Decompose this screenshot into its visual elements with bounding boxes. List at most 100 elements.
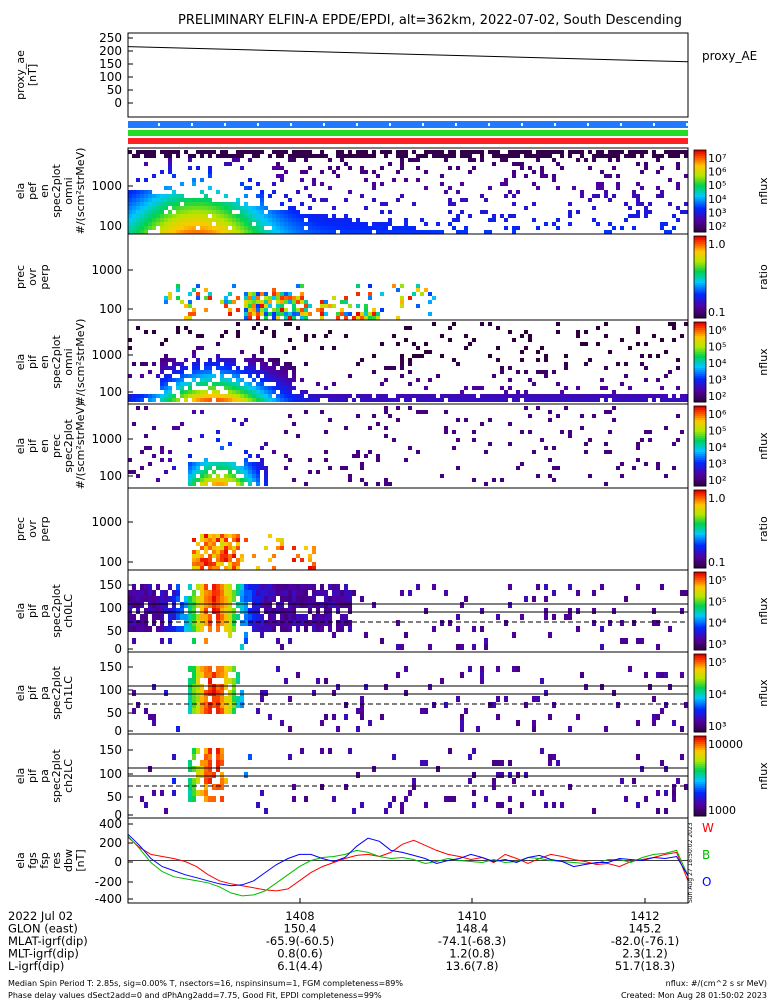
spectrogram-cell — [172, 222, 176, 226]
spectrogram-cell — [188, 474, 192, 478]
spectrogram-cell — [252, 312, 256, 316]
spectrogram-cell — [256, 304, 260, 308]
spectrogram-cell — [308, 458, 312, 462]
spectrogram-cell — [512, 170, 516, 174]
spectrogram-cell — [648, 430, 652, 434]
spectrogram-cell — [460, 150, 464, 154]
spectrogram-cell — [260, 584, 264, 590]
spectrogram-cell — [248, 206, 252, 210]
spectrogram-cell — [628, 666, 632, 672]
spectrogram-cell — [324, 230, 328, 234]
spectrogram-cell — [192, 638, 196, 644]
colorbar-segment — [694, 330, 706, 333]
spectrogram-cell — [384, 154, 388, 158]
spectrogram-cell — [176, 608, 180, 614]
spectrogram-cell — [212, 382, 216, 386]
spectrogram-cell — [500, 182, 504, 186]
spectrogram-cell — [356, 150, 360, 154]
spectrogram-cell — [252, 230, 256, 234]
spectrogram-cell — [144, 620, 148, 626]
spectrogram-cell — [232, 382, 236, 386]
spectrogram-cell — [544, 398, 548, 402]
colorbar-segment — [694, 770, 706, 773]
spectrogram-cell — [196, 554, 200, 558]
spectrogram-cell — [280, 590, 284, 596]
spectrogram-cell — [512, 194, 516, 198]
spectrogram-cell — [204, 378, 208, 382]
spectrogram-cell — [324, 678, 328, 684]
spectrogram-cell — [164, 394, 168, 398]
spectrogram-cell — [344, 466, 348, 470]
spectrogram-cell — [204, 766, 208, 772]
spectrogram-cell — [216, 354, 220, 358]
colorbar-segment — [694, 324, 706, 327]
spectrogram-cell — [152, 362, 156, 366]
spectrogram-cell — [264, 292, 268, 296]
spectrogram-cell — [172, 214, 176, 218]
spectrogram-cell — [304, 300, 308, 304]
spectrogram-cell — [204, 230, 208, 234]
spectrogram-cell — [200, 596, 204, 602]
spectrogram-cell — [404, 398, 408, 402]
spectrogram-cell — [160, 382, 164, 386]
spectrogram-cell — [284, 150, 288, 154]
spectrogram-cell — [496, 394, 500, 398]
y-tick-label: 200 — [99, 44, 122, 58]
spectrogram-cell — [552, 222, 556, 226]
spectrogram-cell — [156, 202, 160, 206]
spectrogram-cell — [152, 174, 156, 178]
colorbar-segment — [694, 372, 706, 375]
spectrogram-cell — [576, 394, 580, 398]
spectrogram-cell — [552, 370, 556, 374]
spectrogram-cell — [304, 214, 308, 218]
spectrogram-cell — [480, 422, 484, 426]
spectrogram-cell — [208, 538, 212, 542]
spectrogram-cell — [564, 394, 568, 398]
spectrogram-cell — [232, 478, 236, 482]
spectrogram-cell — [484, 210, 488, 214]
spectrogram-cell — [200, 470, 204, 474]
spectrogram-cell — [476, 726, 480, 732]
spectrogram-cell — [448, 166, 452, 170]
colorbar-segment — [694, 564, 706, 567]
spectrogram-cell — [392, 796, 396, 802]
spectrogram-cell — [248, 230, 252, 234]
spectrogram-cell — [132, 202, 136, 206]
spectrogram-cell — [144, 190, 148, 194]
status-bar-gap — [224, 123, 226, 126]
spectrogram-cell — [320, 602, 324, 608]
y-axis-label: ovr — [26, 268, 39, 286]
spectrogram-cell — [420, 708, 424, 714]
spectrogram-cell — [268, 230, 272, 234]
spectrogram-cell — [252, 466, 256, 470]
spectrogram-cell — [208, 210, 212, 214]
spectrogram-cell — [200, 198, 204, 202]
spectrogram-cell — [536, 584, 540, 590]
spectrogram-cell — [184, 358, 188, 362]
spectrogram-cell — [224, 554, 228, 558]
spectrogram-cell — [280, 390, 284, 394]
spectrogram-cell — [408, 362, 412, 366]
spectrogram-cell — [368, 226, 372, 230]
spectrogram-cell — [232, 684, 236, 690]
spectrogram-cell — [452, 446, 456, 450]
spectrogram-cell — [232, 666, 236, 672]
spectrogram-cell — [200, 222, 204, 226]
spectrogram-cell — [228, 562, 232, 566]
spectrogram-cell — [500, 772, 504, 778]
spectrogram-cell — [252, 394, 256, 398]
spectrogram-cell — [216, 366, 220, 370]
colorbar-segment — [694, 788, 706, 791]
spectrogram-cell — [264, 390, 268, 394]
colorbar-segment — [694, 562, 706, 565]
spectrogram-cell — [216, 390, 220, 394]
spectrogram-cell — [260, 632, 264, 638]
colorbar-segment — [694, 460, 706, 463]
colorbar-segment — [694, 766, 706, 769]
spectrogram-cell — [584, 398, 588, 402]
spectrogram-cell — [364, 170, 368, 174]
panel-frame — [127, 32, 689, 118]
colorbar-segment — [694, 762, 706, 765]
spectrogram-cell — [388, 366, 392, 370]
spectrogram-cell — [664, 222, 668, 226]
